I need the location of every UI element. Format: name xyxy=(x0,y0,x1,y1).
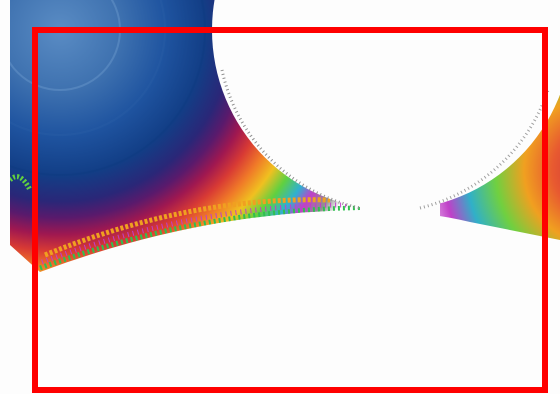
fractal-screenshot xyxy=(0,0,560,394)
page xyxy=(0,0,560,394)
